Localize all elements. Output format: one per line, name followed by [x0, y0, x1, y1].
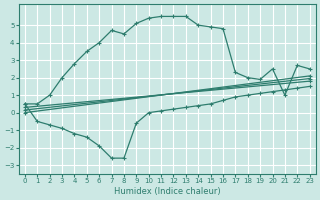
X-axis label: Humidex (Indice chaleur): Humidex (Indice chaleur): [114, 187, 220, 196]
